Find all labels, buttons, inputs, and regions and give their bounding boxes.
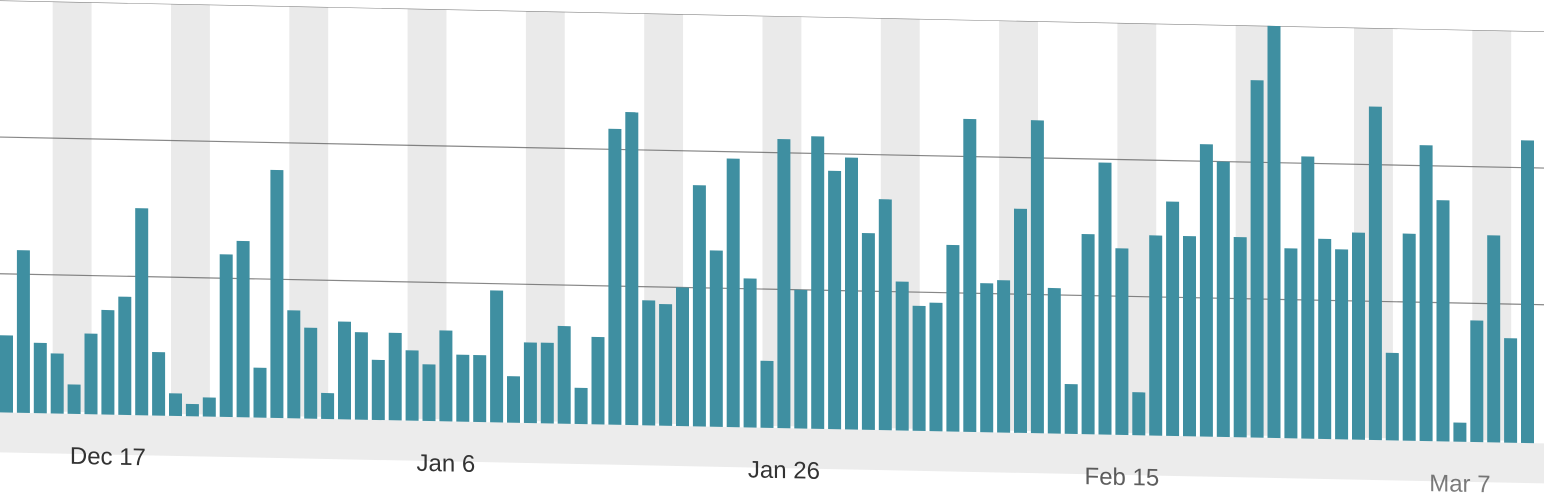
bar: [980, 283, 994, 461]
bar: [1267, 22, 1281, 467]
bar: [219, 254, 233, 446]
bar: [642, 300, 656, 454]
bar: [1470, 320, 1484, 471]
bar: [659, 304, 673, 454]
bar: [1436, 200, 1450, 470]
bar: [1030, 120, 1044, 462]
weekend-band: [171, 3, 210, 415]
weekend-band: [407, 8, 447, 420]
bar: [1166, 201, 1180, 465]
bar: [1335, 249, 1349, 468]
x-tick-label: Dec 17: [70, 443, 146, 472]
bar: [1149, 235, 1163, 464]
bar: [625, 112, 639, 454]
x-tick-label: Mar 7: [1429, 470, 1490, 498]
bar: [1521, 140, 1534, 472]
bar: [726, 158, 740, 456]
bar: [287, 310, 301, 447]
floor-shade: [0, 412, 1544, 485]
x-tick-label: Jan 6: [417, 450, 476, 478]
weekend-band: [525, 10, 565, 422]
bar: [236, 240, 250, 446]
bar: [1183, 235, 1196, 465]
bar: [878, 199, 892, 459]
x-tick-label: Feb 15: [1085, 463, 1160, 491]
bar: [692, 185, 706, 455]
bar: [1014, 208, 1027, 462]
bar: [997, 280, 1011, 461]
bar: [811, 136, 825, 457]
bar: [591, 336, 605, 453]
bar: [1385, 352, 1399, 469]
bar: [1301, 156, 1315, 467]
weekend-band: [52, 1, 92, 413]
bar: [118, 296, 132, 444]
bar: [490, 290, 504, 451]
bar: [1487, 235, 1501, 471]
bar: [1402, 233, 1416, 469]
bar: [338, 321, 351, 448]
bar: [946, 244, 960, 460]
bar: [101, 309, 115, 443]
bar: [895, 281, 909, 459]
bar: [709, 250, 723, 455]
bar: [16, 250, 30, 442]
bar: [1250, 80, 1264, 466]
bar: [270, 169, 284, 447]
bar: [1081, 233, 1095, 463]
bar: [777, 139, 791, 457]
bar: [1233, 237, 1247, 466]
bar: [354, 332, 368, 448]
bar: [1318, 238, 1332, 468]
bar: [1199, 144, 1213, 465]
x-tick-label: Jan 26: [748, 456, 820, 484]
bar: [1115, 248, 1129, 464]
bar: [794, 289, 808, 457]
bar: [557, 325, 571, 452]
bar: [304, 327, 318, 447]
bar: [1352, 232, 1365, 468]
gridline: [0, 0, 1544, 33]
bar: [912, 305, 926, 459]
bar: [135, 208, 149, 444]
bar: [388, 332, 402, 449]
bar: [861, 232, 875, 458]
bar: [845, 157, 858, 458]
bar: [828, 170, 842, 458]
bar: [743, 278, 757, 456]
bar: [1284, 248, 1298, 467]
bar: [439, 330, 453, 450]
bar: [929, 302, 943, 460]
x-axis-tick-labels: Dec 17 Jan 6 Jan 26 Feb 15 Mar 7: [70, 443, 1491, 499]
bar: [1216, 161, 1230, 466]
bar: [1419, 145, 1433, 470]
bar: [1504, 338, 1518, 471]
bar: [1098, 162, 1112, 463]
bar: [676, 287, 689, 455]
bar: [608, 128, 622, 453]
bar: [963, 118, 977, 460]
bar: [1047, 287, 1061, 462]
bar: [1368, 106, 1382, 469]
baseline-shadow: [0, 412, 1544, 485]
